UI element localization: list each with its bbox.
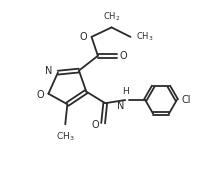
Text: CH$_2$: CH$_2$ bbox=[103, 10, 120, 23]
Text: N: N bbox=[117, 101, 124, 111]
Text: CH$_3$: CH$_3$ bbox=[56, 130, 74, 143]
Text: O: O bbox=[91, 120, 99, 130]
Text: CH$_3$: CH$_3$ bbox=[136, 31, 153, 43]
Text: O: O bbox=[36, 90, 44, 100]
Text: O: O bbox=[80, 32, 87, 42]
Text: O: O bbox=[120, 51, 128, 61]
Text: N: N bbox=[45, 66, 53, 76]
Text: H: H bbox=[122, 87, 129, 96]
Text: Cl: Cl bbox=[181, 95, 191, 105]
